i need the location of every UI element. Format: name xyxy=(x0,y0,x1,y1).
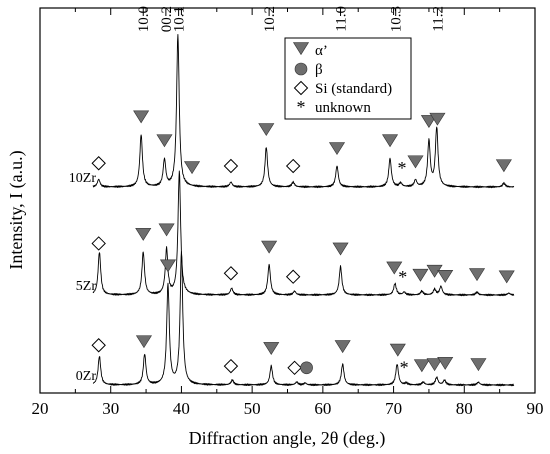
triangle-marker xyxy=(135,227,152,241)
trace-5Zr xyxy=(92,170,515,297)
diamond-marker xyxy=(223,358,239,374)
triangle-marker xyxy=(386,261,403,275)
legend: α’ β Si (standard) * unknown xyxy=(284,37,412,120)
triangle-marker xyxy=(412,268,429,282)
diamond-marker xyxy=(223,266,239,281)
triangle-marker xyxy=(156,134,173,148)
triangle-marker xyxy=(495,159,512,173)
x-tick-label: 80 xyxy=(456,399,473,418)
series-label: 10Zr xyxy=(69,171,97,186)
legend-diamond-icon xyxy=(293,80,309,96)
triangle-marker xyxy=(263,342,280,355)
diamond-marker xyxy=(287,360,302,376)
triangle-marker xyxy=(420,115,437,129)
triangle-marker xyxy=(133,110,150,124)
diamond-marker xyxy=(285,158,301,174)
triangle-marker xyxy=(381,134,399,148)
reflection-index-layer: 10.0 00.210.1 10.2 11.0 10.3 11.2 xyxy=(136,6,446,32)
reflection-label: 10.2 xyxy=(262,6,278,32)
x-tick-label: 40 xyxy=(173,399,190,418)
triangle-marker xyxy=(334,340,351,354)
y-axis-label: Intensity, I (a.u.) xyxy=(6,150,27,269)
triangle-marker xyxy=(159,259,177,273)
legend-entry-label: β xyxy=(315,62,323,78)
diamond-marker xyxy=(223,158,239,174)
reflection-label: 11.0 xyxy=(334,6,350,32)
diamond-marker xyxy=(91,236,106,251)
legend-entry-label: Si (standard) xyxy=(315,81,392,97)
x-tick-label: 70 xyxy=(385,399,402,418)
triangle-marker xyxy=(258,123,275,137)
legend-entry-label: unknown xyxy=(315,100,371,116)
legend-box xyxy=(284,37,412,120)
trace-10Zr xyxy=(92,34,515,189)
legend-entry-label: α’ xyxy=(315,43,328,59)
marker-layer: * * * xyxy=(91,110,515,377)
reflection-label: 00.2 xyxy=(159,6,175,32)
triangle-marker xyxy=(332,242,349,256)
trace-0Zr xyxy=(92,251,515,387)
x-tick-label: 90 xyxy=(527,399,544,418)
series-label: 5Zr xyxy=(76,279,97,294)
triangle-marker xyxy=(437,356,454,370)
triangle-marker xyxy=(468,268,486,282)
triangle-marker xyxy=(135,335,152,349)
reflection-label: 11.2 xyxy=(430,6,446,32)
triangle-marker xyxy=(429,112,446,126)
legend-triangle-icon xyxy=(292,42,310,56)
x-axis-label: Diffraction angle, 2θ (deg.) xyxy=(189,428,386,449)
triangle-marker xyxy=(413,359,430,373)
triangle-marker xyxy=(389,343,406,357)
series-label: 0Zr xyxy=(76,369,97,384)
triangle-marker xyxy=(407,155,424,169)
trace-layer: 10Zr 5Zr 0Zr xyxy=(69,34,515,387)
triangle-marker xyxy=(437,270,454,283)
triangle-marker xyxy=(498,270,515,284)
legend-circle-icon xyxy=(294,62,308,76)
triangle-marker xyxy=(328,142,346,156)
triangle-marker xyxy=(261,240,278,254)
circle-marker xyxy=(300,361,313,375)
asterisk-marker: * xyxy=(400,357,409,377)
x-tick-label: 50 xyxy=(244,399,261,418)
x-tick-label: 30 xyxy=(102,399,119,418)
diamond-marker xyxy=(91,156,106,171)
diamond-marker xyxy=(91,338,106,353)
asterisk-marker: * xyxy=(398,158,407,178)
legend-asterisk-icon: * xyxy=(297,97,306,117)
x-tick-layer: 20 30 40 50 60 70 80 90 xyxy=(32,8,544,418)
triangle-marker xyxy=(158,223,175,237)
reflection-label: 10.1 xyxy=(172,6,188,32)
asterisk-marker: * xyxy=(398,267,407,287)
diamond-marker xyxy=(285,269,301,284)
x-tick-label: 20 xyxy=(32,399,49,418)
triangle-marker xyxy=(183,161,201,175)
x-tick-label: 60 xyxy=(314,399,331,418)
triangle-marker xyxy=(470,358,487,372)
reflection-label: 10.0 xyxy=(136,6,152,32)
reflection-label: 10.3 xyxy=(389,6,405,32)
triangle-marker xyxy=(426,358,443,372)
